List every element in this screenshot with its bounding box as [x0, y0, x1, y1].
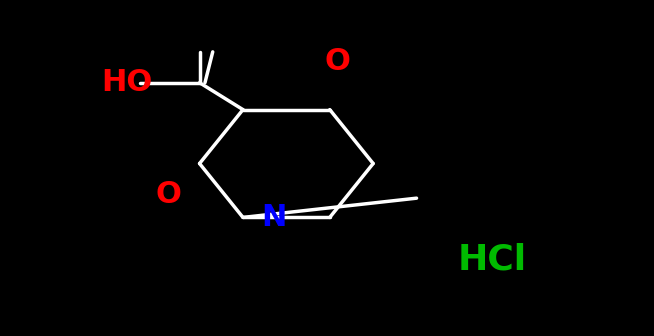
- Text: HCl: HCl: [458, 243, 527, 277]
- Text: HO: HO: [101, 68, 152, 97]
- Text: N: N: [261, 203, 286, 232]
- Text: O: O: [156, 180, 182, 209]
- Text: O: O: [324, 47, 351, 76]
